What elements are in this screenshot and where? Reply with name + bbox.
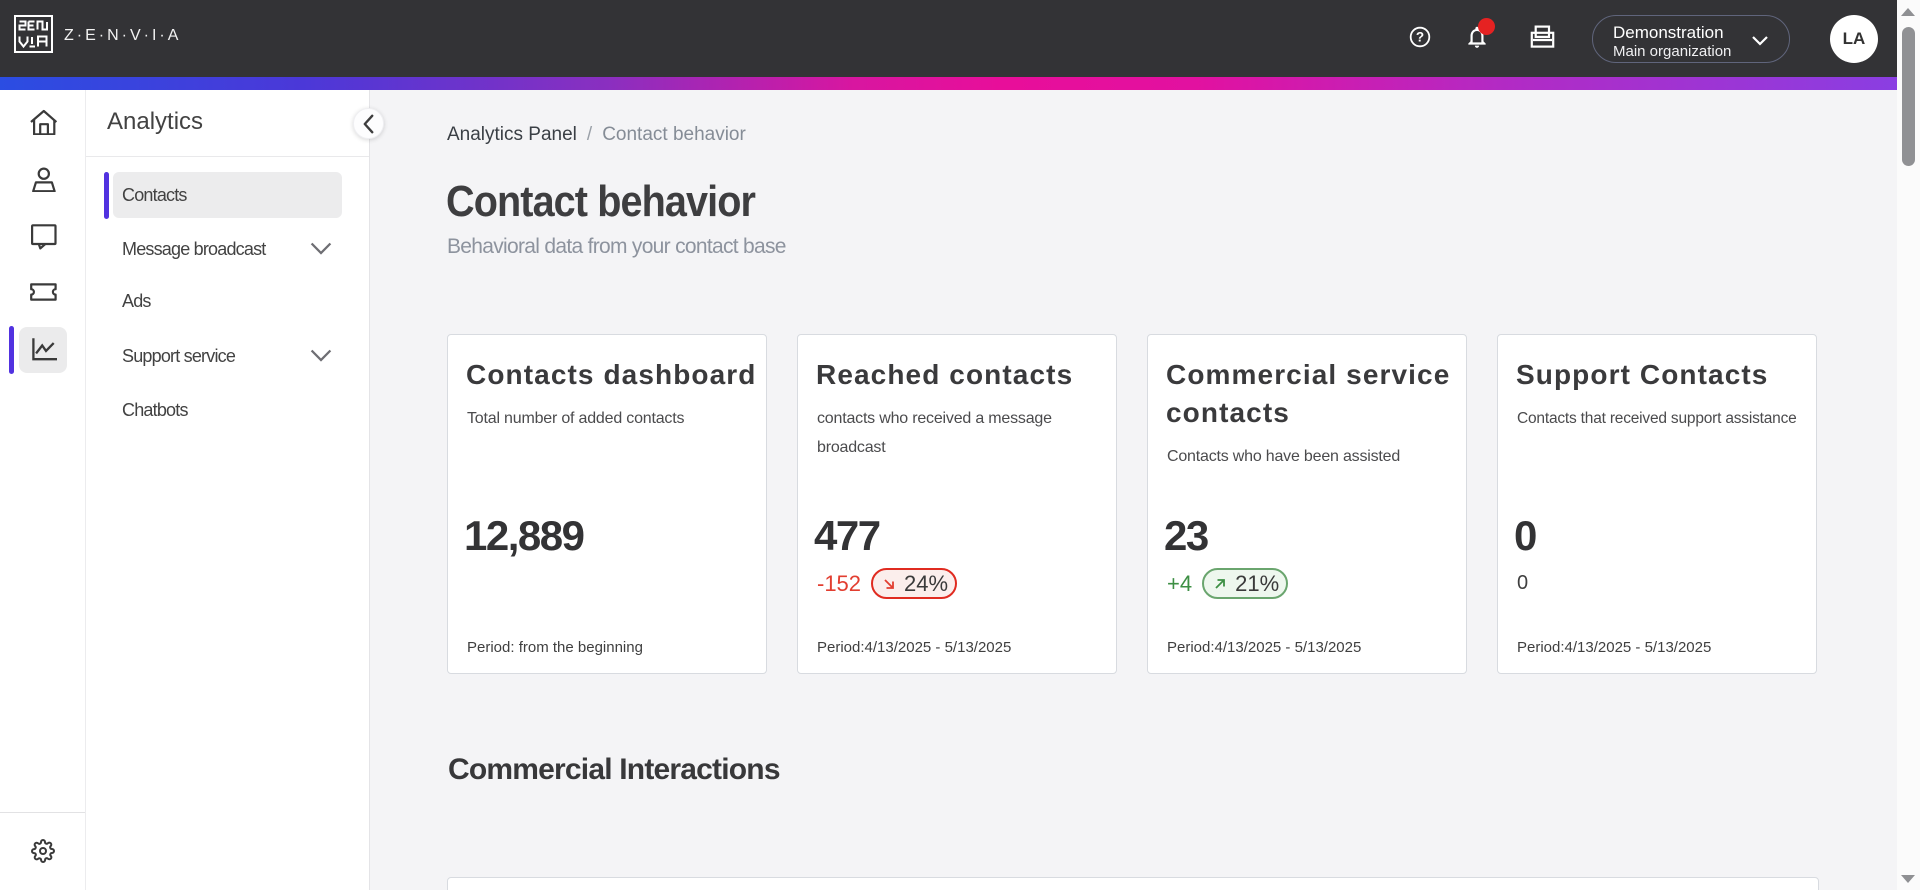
svg-text:?: ? bbox=[1416, 30, 1424, 45]
